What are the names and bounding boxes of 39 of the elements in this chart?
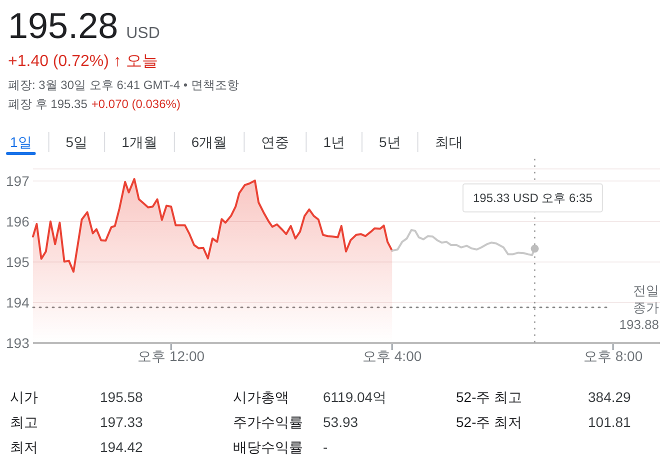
- text: 주가수익률: [233, 414, 303, 430]
- text: 52-주 최저: [456, 414, 522, 430]
- text: 384.29: [588, 389, 632, 405]
- text: 배당수익률: [233, 439, 303, 455]
- x-tick-label: 오후 8:00: [583, 348, 643, 364]
- text: 시가: [10, 389, 38, 405]
- text: 195.58: [100, 389, 144, 405]
- y-tick-label: 195: [6, 254, 30, 270]
- text: 폐장: 3월 30일 오후 6:41 GMT-4 • 면책조항: [8, 78, 239, 92]
- text: 최대: [434, 134, 463, 150]
- text: 시가총액: [233, 389, 289, 405]
- ref-line-label: 전일 종가 193.88: [619, 282, 659, 332]
- y-tick-label: 197: [6, 173, 30, 190]
- y-tick-label: 193: [6, 335, 30, 351]
- text: 연중: [261, 134, 290, 150]
- y-tick-label: 196: [6, 214, 30, 230]
- text: -: [323, 439, 328, 455]
- text: 197.33: [100, 414, 144, 430]
- chart-subtitle: +1.40 (0.72%) ↑ 오늘: [8, 53, 158, 70]
- text: 1년: [323, 134, 345, 150]
- y-tick-label: 194: [6, 294, 30, 311]
- text: 1개월: [122, 134, 158, 150]
- annotation: 195.33 USD 오후 6:35: [473, 190, 593, 205]
- text: 6119.04억: [323, 389, 387, 405]
- text: 52-주 최고: [456, 389, 522, 405]
- text: 최고: [10, 414, 38, 430]
- text: 1일: [10, 134, 32, 150]
- x-tick-label: 오후 12:00: [138, 348, 205, 364]
- x-tick-label: 오후 4:00: [362, 348, 422, 364]
- text: 5일: [66, 134, 88, 150]
- text: 폐장 후 195.35: [8, 97, 88, 111]
- text: 101.81: [588, 414, 632, 430]
- text: 최저: [10, 439, 38, 455]
- text: +0.070 (0.036%): [91, 97, 180, 111]
- text: 6개월: [191, 134, 228, 150]
- text: 194.42: [100, 439, 144, 455]
- chart-title: 195.28 USD: [8, 5, 160, 46]
- text: 53.93: [323, 414, 358, 430]
- text: 5년: [378, 134, 401, 150]
